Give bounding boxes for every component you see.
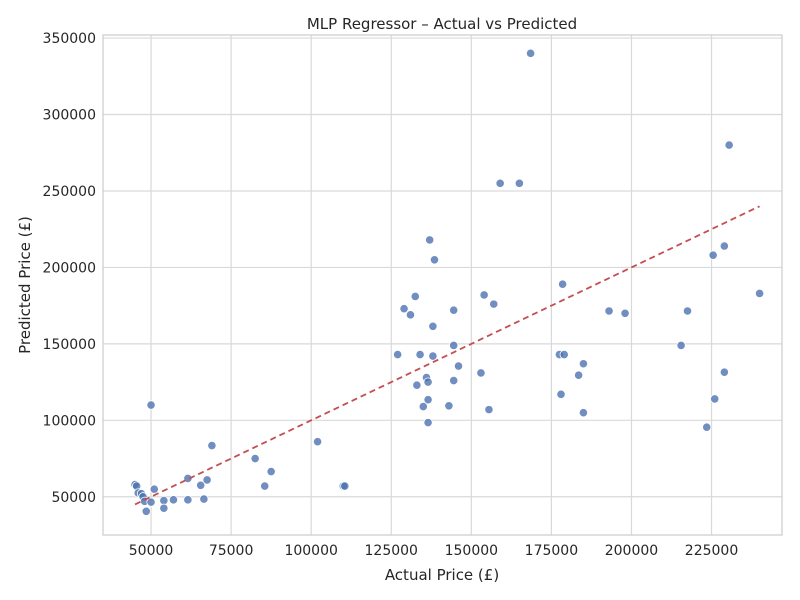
data-point bbox=[168, 495, 179, 505]
data-point bbox=[489, 299, 499, 309]
data-point bbox=[196, 480, 206, 490]
data-point bbox=[754, 288, 765, 299]
data-point bbox=[449, 375, 459, 386]
x-tick-labels: 50000 75000 100000 125000 150000 175000 200000… bbox=[129, 543, 738, 559]
data-point bbox=[484, 405, 494, 415]
data-point bbox=[423, 395, 433, 405]
data-point bbox=[202, 475, 212, 485]
y-tick-label: 300000 bbox=[43, 108, 96, 124]
data-point bbox=[556, 389, 566, 399]
data-point bbox=[453, 361, 464, 371]
data-point bbox=[710, 394, 720, 404]
data-point bbox=[423, 377, 433, 387]
y-tick-label: 50000 bbox=[51, 490, 96, 506]
chart-title: MLP Regressor – Actual vs Predicted bbox=[307, 15, 577, 33]
data-points bbox=[130, 48, 765, 516]
data-point bbox=[578, 408, 589, 418]
data-point bbox=[183, 473, 193, 484]
data-point bbox=[250, 453, 260, 464]
data-point bbox=[393, 349, 403, 360]
data-point bbox=[449, 305, 459, 315]
data-point bbox=[266, 466, 276, 477]
data-point bbox=[207, 440, 217, 451]
data-point bbox=[428, 321, 438, 331]
data-point bbox=[423, 418, 433, 428]
x-tick-label: 75000 bbox=[209, 543, 254, 559]
data-point bbox=[449, 340, 459, 350]
data-point bbox=[558, 279, 568, 289]
data-point bbox=[340, 481, 350, 491]
data-point bbox=[146, 497, 156, 507]
data-point bbox=[514, 178, 524, 188]
y-tick-labels: 50000 100000 150000 200000 250000 300000 35000… bbox=[43, 31, 96, 506]
data-point bbox=[476, 368, 486, 378]
data-point bbox=[199, 494, 209, 504]
x-tick-label: 200000 bbox=[605, 543, 658, 559]
data-point bbox=[410, 291, 420, 302]
x-axis-label: Actual Price (£) bbox=[385, 566, 499, 584]
data-point bbox=[495, 178, 505, 188]
data-point bbox=[719, 241, 729, 251]
x-tick-label: 225000 bbox=[685, 543, 738, 559]
data-point bbox=[444, 401, 454, 411]
data-point bbox=[159, 495, 169, 506]
data-point bbox=[682, 306, 693, 316]
data-point bbox=[604, 306, 614, 316]
data-point bbox=[525, 48, 536, 58]
data-point bbox=[578, 359, 589, 369]
data-point bbox=[425, 235, 435, 245]
x-tick-label: 100000 bbox=[284, 543, 337, 559]
data-point bbox=[428, 351, 438, 361]
x-tick-label: 125000 bbox=[365, 543, 418, 559]
x-tick-label: 175000 bbox=[525, 543, 578, 559]
y-tick-label: 200000 bbox=[43, 260, 96, 276]
x-tick-label: 150000 bbox=[445, 543, 498, 559]
reference-line bbox=[134, 205, 760, 506]
data-point bbox=[676, 340, 686, 350]
y-tick-label: 150000 bbox=[43, 337, 96, 353]
data-point bbox=[399, 304, 409, 314]
plot-frame bbox=[102, 34, 783, 536]
data-point bbox=[312, 437, 323, 447]
data-point bbox=[415, 349, 425, 360]
gridlines bbox=[103, 35, 782, 535]
data-point bbox=[405, 310, 416, 320]
data-point bbox=[159, 503, 169, 513]
data-point bbox=[183, 495, 193, 505]
data-point bbox=[418, 401, 428, 412]
data-point bbox=[574, 370, 584, 380]
y-tick-label: 350000 bbox=[43, 31, 96, 47]
y-tick-label: 250000 bbox=[43, 184, 96, 200]
data-point bbox=[412, 380, 422, 390]
data-point bbox=[708, 250, 718, 260]
data-point bbox=[620, 308, 630, 318]
data-point bbox=[719, 367, 729, 377]
data-point bbox=[724, 140, 734, 150]
data-point bbox=[141, 506, 151, 516]
plot-area bbox=[103, 35, 782, 535]
data-point bbox=[149, 484, 159, 494]
data-point bbox=[429, 255, 440, 265]
data-point bbox=[702, 422, 712, 432]
y-axis-label: Predicted Price (£) bbox=[16, 216, 34, 354]
data-point bbox=[146, 400, 156, 410]
data-point bbox=[559, 349, 569, 360]
data-point bbox=[260, 481, 270, 491]
y-tick-label: 100000 bbox=[43, 413, 96, 429]
data-point bbox=[479, 290, 489, 300]
x-tick-label: 50000 bbox=[129, 543, 174, 559]
